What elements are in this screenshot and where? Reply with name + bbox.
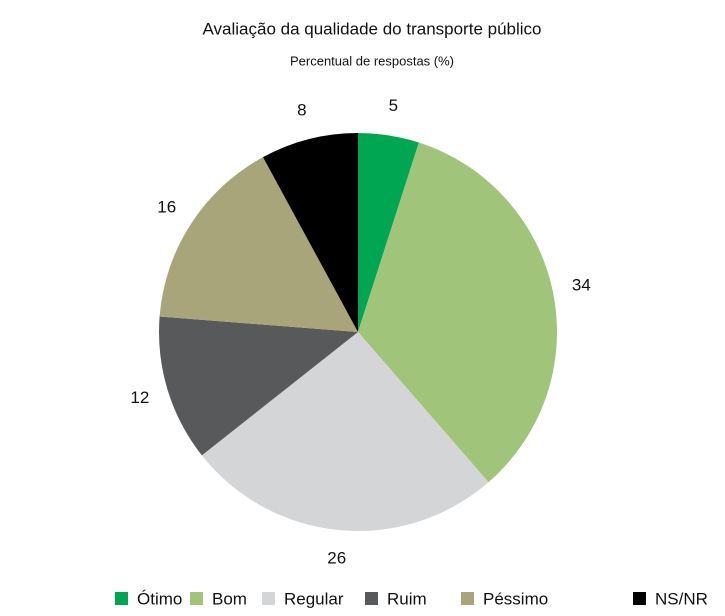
pie-slice: [358, 142, 557, 483]
legend-swatch: [115, 592, 128, 605]
data-label: 16: [157, 197, 176, 216]
legend-swatch: [365, 592, 378, 605]
legend-label: Bom: [212, 589, 247, 608]
legend-swatch: [633, 592, 646, 605]
data-label: 5: [389, 96, 398, 115]
legend-swatch: [461, 592, 474, 605]
data-label: 12: [130, 388, 149, 407]
legend-label: Péssimo: [483, 589, 548, 608]
pie-slice: [263, 133, 358, 332]
legend-swatch: [262, 592, 275, 605]
legend-label: NS/NR: [655, 589, 708, 608]
data-label: 26: [327, 548, 346, 567]
pie-slice: [201, 332, 489, 531]
data-label: 34: [572, 276, 591, 295]
legend-label: Ruim: [387, 589, 427, 608]
legend-label: Ótimo: [137, 589, 182, 608]
chart-subtitle: Percentual de respostas (%): [290, 53, 454, 68]
pie-slice: [159, 157, 358, 332]
pie-slice: [358, 133, 419, 332]
legend-label: Regular: [284, 589, 344, 608]
legend-swatch: [190, 592, 203, 605]
pie-slice: [159, 316, 358, 456]
data-label: 8: [297, 101, 306, 120]
chart-title: Avaliação da qualidade do transporte púb…: [203, 19, 542, 38]
